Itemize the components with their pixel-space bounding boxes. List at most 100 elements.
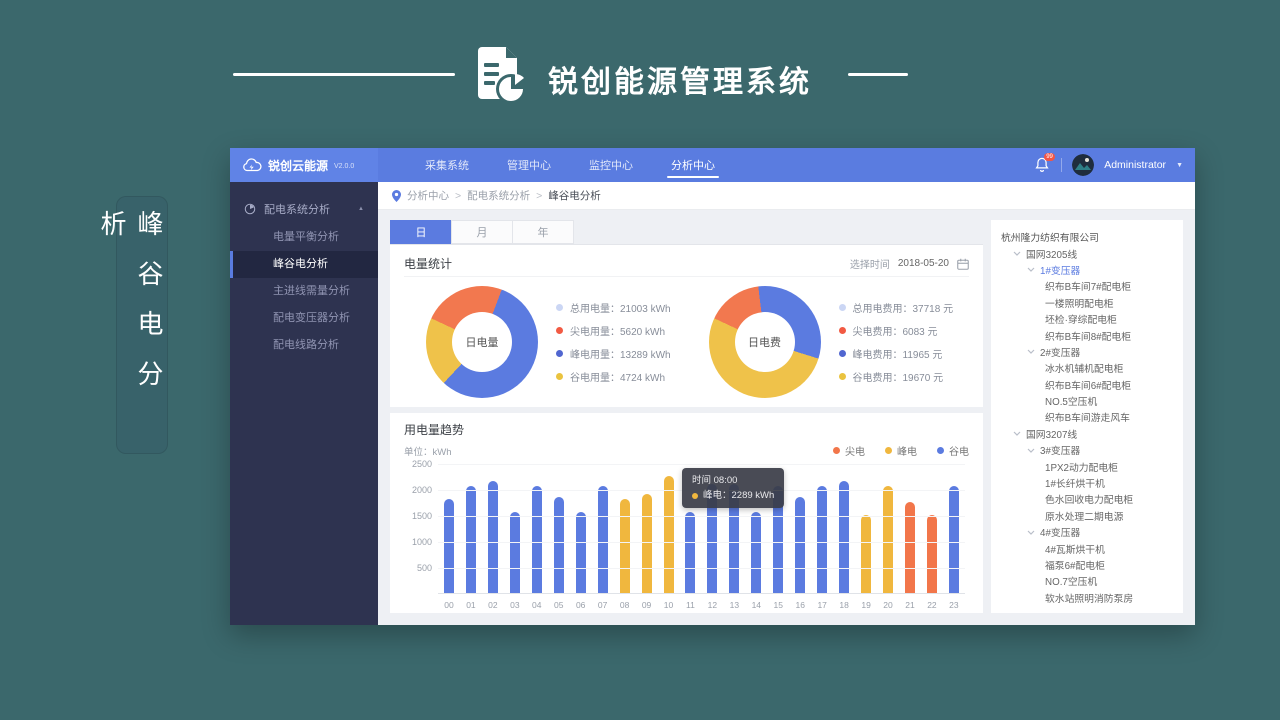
tree-node[interactable]: 国网3207线 xyxy=(1001,426,1173,442)
bar-14[interactable] xyxy=(751,512,762,593)
bar-slot xyxy=(701,464,723,593)
app-logo-area[interactable]: 锐创云能源 V2.0.0 xyxy=(230,148,378,182)
period-tabs: 日月年 xyxy=(390,220,983,244)
bar-21[interactable] xyxy=(904,502,915,593)
legend-item-谷电[interactable]: 谷电 xyxy=(937,443,969,458)
sidebar-item[interactable]: 配电线路分析 xyxy=(273,339,339,351)
bar-06[interactable] xyxy=(575,512,586,593)
bar-16[interactable] xyxy=(795,496,806,593)
tree-node[interactable]: 4#瓦斯烘干机 xyxy=(1001,540,1173,556)
legend-item-尖电[interactable]: 尖电 xyxy=(833,443,865,458)
tree-node[interactable]: 织布B车间8#配电柜 xyxy=(1001,327,1173,343)
tree-node-label: 色水回收电力配电柜 xyxy=(1045,495,1134,507)
bar-11[interactable] xyxy=(685,512,696,593)
tree-node[interactable]: 织布B车间6#配电柜 xyxy=(1001,377,1173,393)
breadcrumb-item[interactable]: 配电系统分析 xyxy=(467,190,531,202)
x-axis-tick: 15 xyxy=(773,600,783,610)
tree-node-label: 冰水机辅机配电柜 xyxy=(1045,364,1124,376)
bar-18[interactable] xyxy=(839,481,850,593)
bar-13[interactable] xyxy=(729,483,740,593)
nav-item[interactable]: 监控中心 xyxy=(589,160,633,172)
tree-node[interactable]: NO.5空压机 xyxy=(1001,393,1173,409)
nav-item[interactable]: 分析中心 xyxy=(652,148,734,182)
bar-slot xyxy=(614,464,636,593)
chevron-down-icon[interactable] xyxy=(1027,267,1035,273)
bar-05[interactable] xyxy=(553,496,564,593)
chevron-down-icon[interactable] xyxy=(1027,349,1035,355)
sidebar-item[interactable]: 配电变压器分析 xyxy=(273,312,350,324)
bar-00[interactable] xyxy=(443,499,454,593)
bar-20[interactable] xyxy=(883,486,894,593)
user-name[interactable]: Administrator xyxy=(1104,159,1167,171)
nav-item[interactable]: 采集系统 xyxy=(425,160,469,172)
tree-node[interactable]: 4#变压器 xyxy=(1001,524,1173,540)
bar-slot xyxy=(658,464,680,593)
tree-node[interactable]: NO.7空压机 xyxy=(1001,573,1173,589)
tree-node[interactable]: 冰水机辅机配电柜 xyxy=(1001,360,1173,376)
tab-年[interactable]: 年 xyxy=(512,220,574,244)
chevron-down-icon[interactable] xyxy=(1027,448,1035,453)
bar-02[interactable] xyxy=(487,481,498,593)
bar-10[interactable] xyxy=(663,476,674,593)
tab-日[interactable]: 日 xyxy=(390,220,452,244)
tree-node[interactable]: 织布B车间7#配电柜 xyxy=(1001,278,1173,294)
tree-node[interactable]: 1#变压器 xyxy=(1001,262,1173,278)
user-menu-caret-icon[interactable]: ▼ xyxy=(1176,161,1183,169)
tree-node[interactable]: 1PX2动力配电柜 xyxy=(1001,458,1173,474)
nav-item[interactable]: 管理中心 xyxy=(507,160,551,172)
chart-plot-area: 时间 08:00 峰电：2289 kWh xyxy=(438,464,965,594)
bar-07[interactable] xyxy=(597,486,608,593)
x-axis-tick: 19 xyxy=(861,600,871,610)
chevron-down-icon[interactable] xyxy=(1013,251,1021,256)
y-axis-tick: 1000 xyxy=(411,537,432,547)
bar-22[interactable] xyxy=(926,515,937,593)
tree-node-label: 软水站照明消防泵房 xyxy=(1045,593,1134,605)
tree-node[interactable]: 软水站照明消防泵房 xyxy=(1001,590,1173,606)
tree-node[interactable]: 3#变压器 xyxy=(1001,442,1173,458)
tab-月[interactable]: 月 xyxy=(451,220,513,244)
main-menu: 采集系统 管理中心 监控中心 分析中心 xyxy=(406,148,734,182)
bar-slot xyxy=(745,464,767,593)
breadcrumb-item[interactable]: 分析中心 xyxy=(407,190,449,202)
notifications-button[interactable]: 99 xyxy=(1035,153,1055,173)
sidebar-item[interactable]: 峰谷电分析 xyxy=(230,251,378,278)
legend-item-峰电[interactable]: 峰电 xyxy=(885,443,917,458)
tree-node[interactable]: 织布B车间游走风车 xyxy=(1001,409,1173,425)
collapse-caret-icon: ▲ xyxy=(358,206,364,212)
bar-15[interactable] xyxy=(773,486,784,593)
chevron-down-icon[interactable] xyxy=(1027,530,1035,535)
bar-19[interactable] xyxy=(861,515,872,593)
tree-node[interactable]: 坯检·穿综配电柜 xyxy=(1001,311,1173,327)
sidebar-item[interactable]: 主进线需量分析 xyxy=(273,285,350,297)
avatar[interactable] xyxy=(1072,154,1095,176)
bar-12[interactable] xyxy=(707,483,718,593)
stat-item: 谷电费用：19670 元 xyxy=(838,369,954,384)
date-picker-value[interactable]: 2018-05-20 xyxy=(897,258,949,269)
bar-09[interactable] xyxy=(641,494,652,593)
tree-node[interactable]: 色水回收电力配电柜 xyxy=(1001,491,1173,507)
tree-node-label: 国网3207线 xyxy=(1026,429,1078,441)
tree-node[interactable]: 杭州隆力纺织有限公司 xyxy=(1001,229,1173,245)
breadcrumb: 分析中心 > 配电系统分析 > 峰谷电分析 xyxy=(378,182,1195,210)
tree-node[interactable]: 国网3205线 xyxy=(1001,245,1173,261)
tree-node[interactable]: 一楼照明配电柜 xyxy=(1001,295,1173,311)
calendar-icon[interactable] xyxy=(957,258,969,270)
tree-node-label: 坯检·穿综配电柜 xyxy=(1045,315,1117,327)
tree-node[interactable]: 原水处理二期电源 xyxy=(1001,508,1173,524)
bar-23[interactable] xyxy=(948,486,959,593)
bar-08[interactable] xyxy=(619,499,630,593)
bar-03[interactable] xyxy=(509,512,520,593)
tree-node[interactable]: 福泵6#配电柜 xyxy=(1001,557,1173,573)
tree-node[interactable]: 2#变压器 xyxy=(1001,344,1173,360)
tree-node[interactable]: 1#长纤烘干机 xyxy=(1001,475,1173,491)
stat-dot-icon xyxy=(838,350,846,357)
breadcrumb-separator: > xyxy=(455,189,462,202)
bar-01[interactable] xyxy=(465,486,476,593)
stat-dot-icon xyxy=(838,373,846,380)
sidebar-group-distribution-analysis[interactable]: 配电系统分析 ▲ xyxy=(230,194,378,224)
chevron-down-icon[interactable] xyxy=(1013,431,1021,437)
donut-center-label: 日电费 xyxy=(734,312,795,372)
bar-04[interactable] xyxy=(531,486,542,593)
bar-17[interactable] xyxy=(817,486,828,593)
sidebar-item[interactable]: 电量平衡分析 xyxy=(273,231,339,243)
